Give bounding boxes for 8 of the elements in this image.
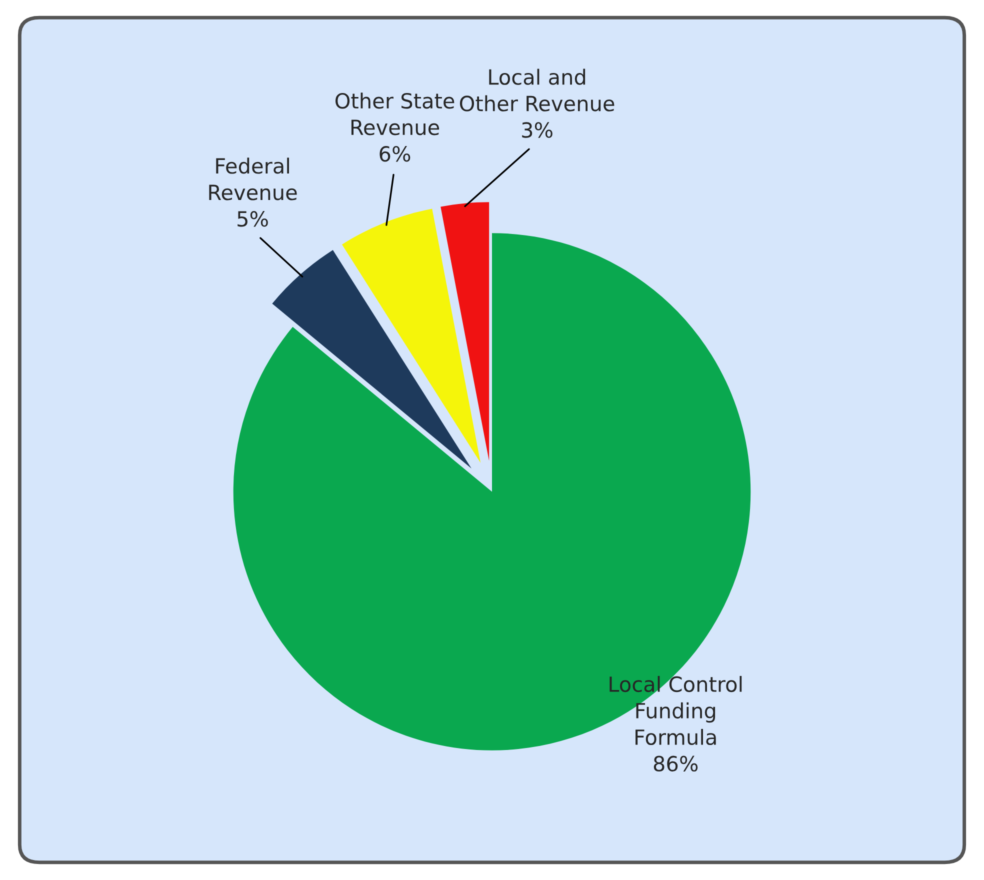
slice-label: Federal Revenue (209, 158, 297, 200)
data-label: 86% (654, 756, 698, 772)
data-label: 5% (238, 211, 268, 227)
data-label: 3% (522, 122, 552, 138)
data-label: 6% (380, 146, 410, 162)
slice-label: Local and Other Revenue (460, 68, 614, 112)
slice-label: Other State Revenue (335, 92, 454, 136)
slice-label: Local Control Funding Formula (610, 676, 742, 746)
